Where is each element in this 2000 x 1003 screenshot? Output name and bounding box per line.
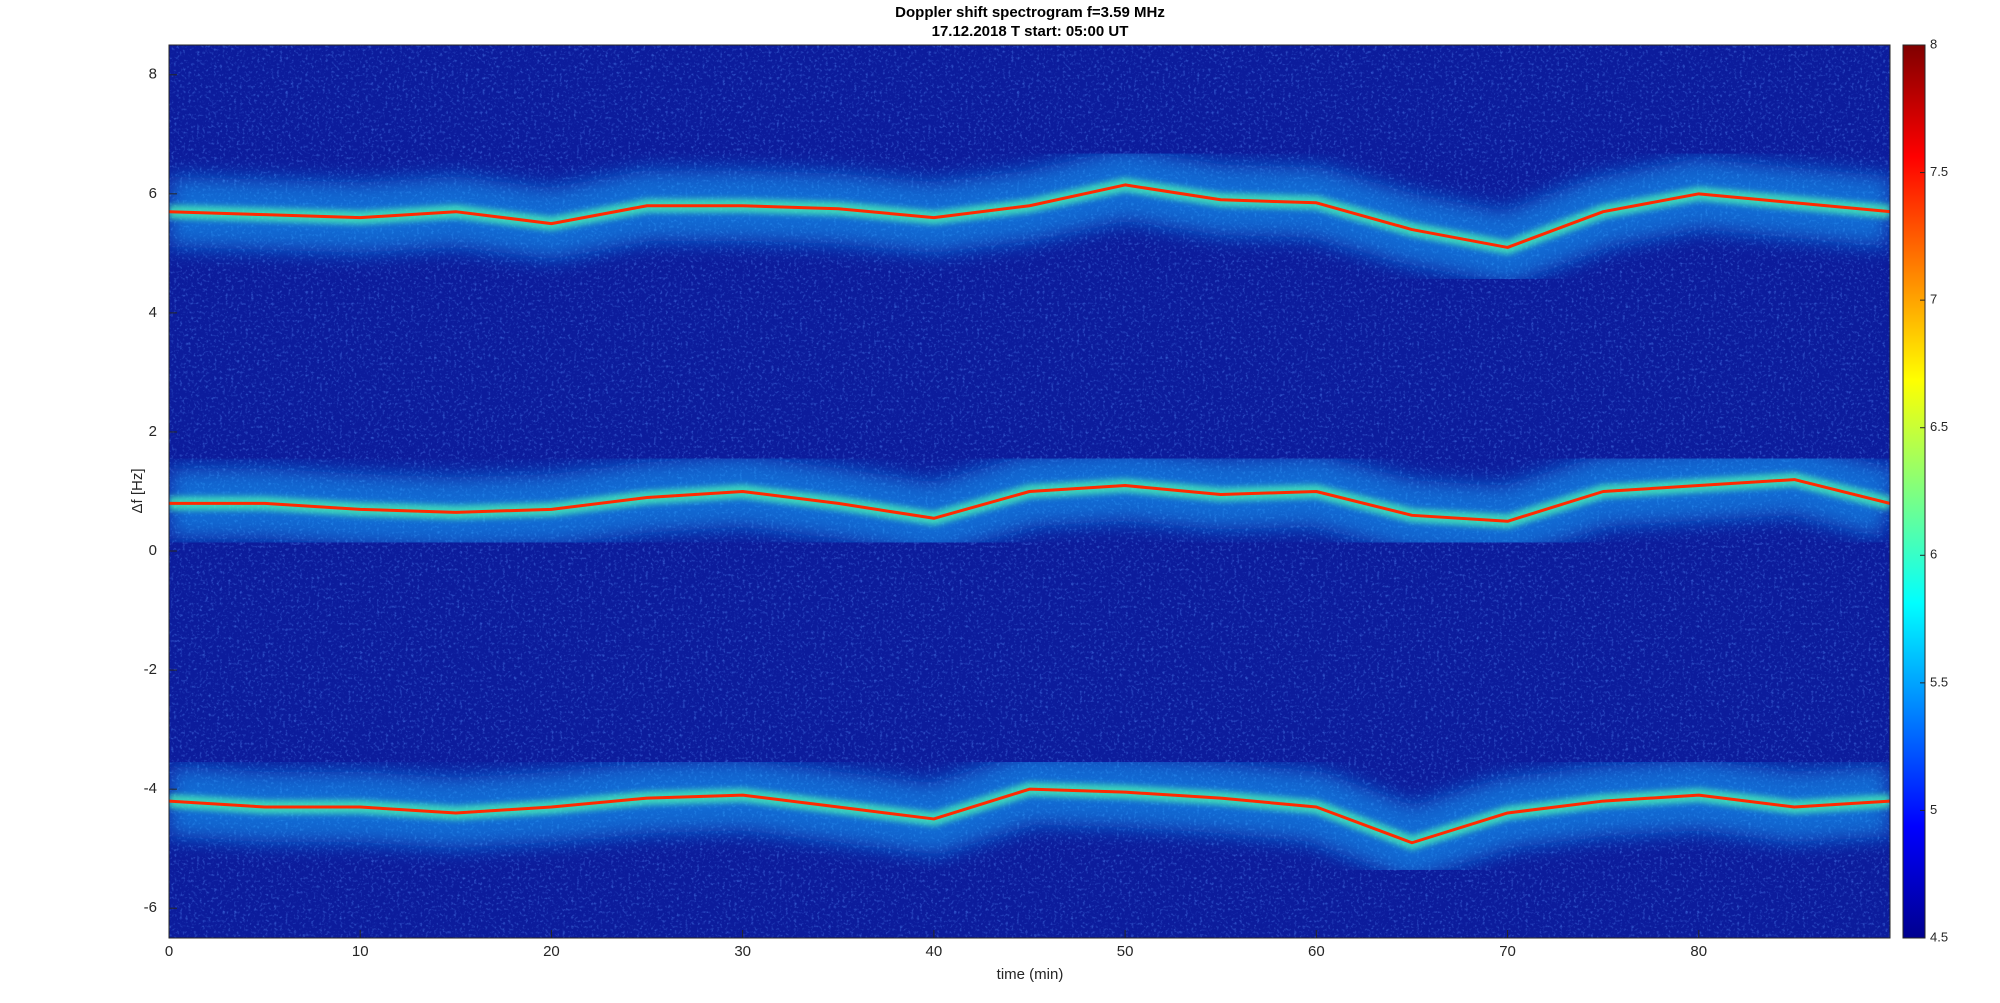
chart-title: Doppler shift spectrogram f=3.59 MHz — [895, 4, 1165, 21]
x-tick-label: 50 — [1117, 943, 1134, 960]
y-tick-label: 8 — [149, 66, 157, 83]
x-tick-label: 10 — [352, 943, 369, 960]
x-tick-label: 40 — [926, 943, 943, 960]
colorbar-tick-label: 4.5 — [1930, 929, 1948, 944]
y-tick-label: 4 — [149, 304, 157, 321]
x-tick-label: 70 — [1499, 943, 1516, 960]
y-tick-label: 6 — [149, 185, 157, 202]
colorbar-tick-label: 7 — [1930, 292, 1937, 307]
y-tick-label: -2 — [144, 661, 157, 678]
x-tick-label: 80 — [1690, 943, 1707, 960]
y-tick-label: -6 — [144, 899, 157, 916]
y-tick-label: -4 — [144, 780, 157, 797]
colorbar-tick-label: 6.5 — [1930, 419, 1948, 434]
y-axis-label: Δf [Hz] — [129, 468, 146, 513]
x-tick-label: 20 — [543, 943, 560, 960]
colorbar — [1902, 44, 1926, 939]
x-tick-label: 0 — [165, 943, 173, 960]
plot-area — [169, 45, 1890, 938]
x-axis-label: time (min) — [997, 966, 1064, 983]
colorbar-tick-label: 7.5 — [1930, 164, 1948, 179]
y-tick-label: 2 — [149, 423, 157, 440]
colorbar-tick-label: 6 — [1930, 547, 1937, 562]
x-tick-label: 30 — [734, 943, 751, 960]
plot-frame — [168, 44, 1891, 939]
trace-line — [169, 183, 1890, 249]
y-tick-label: 0 — [149, 542, 157, 559]
colorbar-tick-label: 5.5 — [1930, 674, 1948, 689]
colorbar-tick-label: 5 — [1930, 802, 1937, 817]
trace-line — [169, 478, 1890, 523]
colorbar-tick-label: 8 — [1930, 36, 1937, 51]
chart-subtitle: 17.12.2018 T start: 05:00 UT — [932, 23, 1129, 40]
x-tick-label: 60 — [1308, 943, 1325, 960]
trace-line — [169, 787, 1890, 845]
